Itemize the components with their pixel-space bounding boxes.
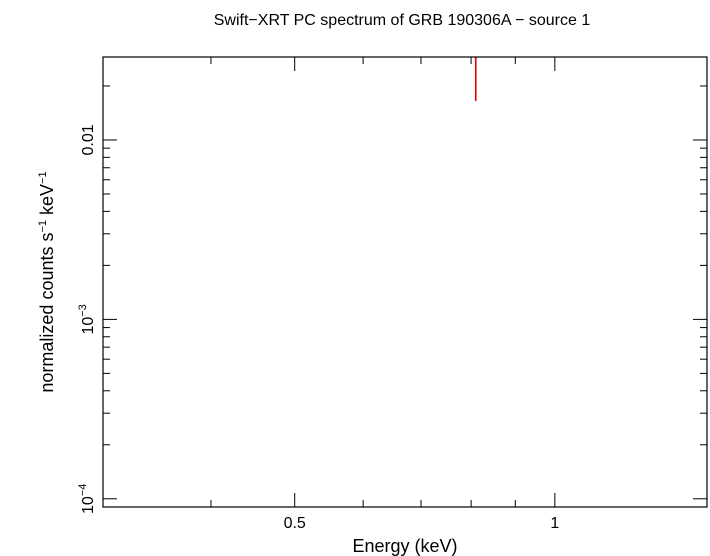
axis-ticks [102,57,707,508]
y-tick-label: 10−4 [77,484,97,514]
y-axis-label: normalized counts s−1 keV−1 [37,171,57,392]
x-tick-label: 0.5 [284,515,306,532]
x-axis-label: Energy (keV) [352,536,457,556]
chart-title: Swift−XRT PC spectrum of GRB 190306A − s… [214,12,591,29]
tick-labels: 0.5 1 0.01 10−3 10−4 [77,124,559,532]
y-tick-label: 10−3 [77,304,97,334]
x-tick-label: 1 [550,515,559,532]
y-tick-label: 0.01 [80,124,97,155]
plot-frame [102,56,708,508]
